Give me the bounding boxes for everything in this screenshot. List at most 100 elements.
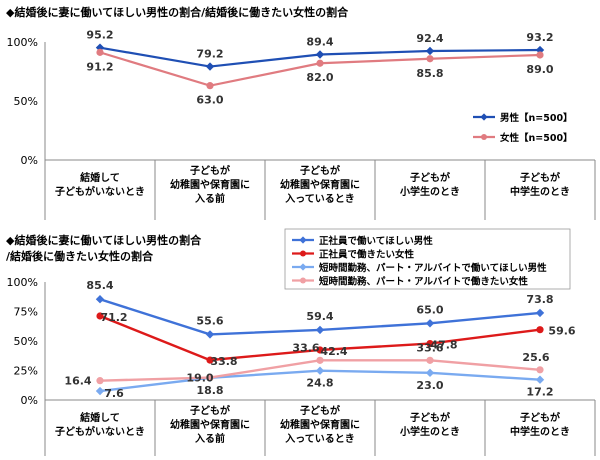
chart-1-point [205,62,215,71]
chart-2-data-label: 65.0 [416,303,443,316]
chart-2-category-label: 小学生のとき [399,425,460,438]
chart-2-point [425,319,435,328]
chart-2-point [536,366,544,374]
chart-2-data-label: 33.6 [416,341,443,354]
chart-2-point [315,366,325,375]
chart-2-category-label: 入っているとき [285,433,355,445]
chart-2-data-label: 33.6 [292,341,319,354]
chart-2-data-label: 42.4 [320,345,347,358]
chart-2-point [96,312,104,320]
chart-1-category-label: 子どもが [520,171,561,184]
chart-2-legend-entry: 正社員で働きたい女性 [319,249,415,261]
chart-2-point [426,339,434,348]
chart-1-legend-marker [480,113,488,121]
chart-1-point [536,51,544,59]
chart-1-category-label: 子どもが [300,164,341,177]
chart-2-point [205,330,215,339]
chart-2-point [206,356,214,364]
chart-1-point [316,59,324,67]
chart-2-data-label: 71.2 [100,311,127,324]
chart-1-data-label: 79.2 [196,48,223,61]
chart-2-category-label: 子どもがいないとき [55,425,145,438]
chart-1-category-label: 小学生のとき [399,185,460,198]
chart-1-data-label: 82.0 [306,71,333,84]
chart-1-data-label: 92.4 [416,32,443,45]
chart-2-point [425,368,435,378]
chart-2-y-tick: 50% [14,335,38,348]
chart-1-category-label: 結婚して [80,171,120,184]
chart-2-data-label: 17.2 [526,386,553,399]
chart-2-legend-marker [300,277,306,284]
chart-2-y-tick: 0% [21,394,38,407]
chart-2-data-label: 19.0 [186,372,213,385]
chart-1-point [425,46,435,56]
chart-2-point [536,326,544,334]
chart-2-data-label: 55.6 [196,314,223,327]
chart-2-y-tick: 25% [14,365,38,378]
chart-1-point [426,55,434,63]
chart-2-legend-entry: 短時間勤務、パート・アルバイトで働いてほしい男性 [319,262,547,274]
chart-2-point [316,346,324,354]
chart-1-y-tick: 100% [7,36,38,49]
chart-1-data-label: 89.0 [526,63,553,76]
chart-1-legend-marker [481,134,487,140]
chart-1-data-label: 93.2 [526,31,553,44]
chart-2-title: ◆結婚後に妻に働いてほしい男性の割合 [6,233,202,247]
chart-2-legend-entry: 短時間勤務、パート・アルバイトで働きたい女性 [319,276,528,288]
chart-1-category-label: 幼稚園や保育園に [280,178,360,191]
chart-1-category-label: 子どもが [190,164,231,177]
chart-1-category-label: 幼稚園や保育園に [170,178,250,191]
chart-1-category-label: 中学生のとき [510,185,570,198]
chart-1-category-label: 入っているとき [285,193,355,205]
chart-1-data-label: 63.0 [196,94,223,107]
chart-1-data-label: 85.8 [416,67,443,80]
chart-2-data-label: 7.6 [104,387,124,400]
chart-2-y-tick: 75% [14,306,38,319]
chart-2-category-label: 子どもが [190,404,231,417]
chart-2-category-label: 幼稚園や保育園に [170,418,250,431]
chart-2-legend-marker [299,263,307,271]
chart-1-legend-entry: 男性【n=500】 [500,112,573,124]
chart-2-point [535,308,545,318]
chart-2-category-label: 子どもが [520,411,561,424]
chart-2-legend-marker [300,250,306,257]
chart-2-point [95,295,105,304]
chart-2-legend-box [284,228,571,290]
chart-2-data-label: 59.4 [306,310,333,323]
chart-1-y-tick: 0% [21,154,38,167]
chart-2-data-label: 73.8 [526,293,553,306]
chart-2-data-label: 33.8 [210,355,237,368]
chart-1-point [315,50,325,59]
chart-2-point [315,325,325,335]
chart-2-title: /結婚後に働きたい女性の割合 [6,249,154,263]
chart-2-category-label: 子どもが [410,411,451,424]
chart-1-category-label: 子どもが [410,171,451,184]
chart-1-data-label: 95.2 [86,29,113,42]
chart-1-title: ◆結婚後に妻に働いてほしい男性の割合/結婚後に働きたい女性の割合 [6,5,349,19]
chart-1-data-label: 89.4 [306,36,333,49]
chart-2-category-label: 幼稚園や保育園に [280,418,360,431]
chart-2-point [535,375,545,384]
chart-1-category-label: 子どもがいないとき [55,185,145,198]
chart-1-legend-entry: 女性【n=500】 [500,132,573,144]
chart-2-point [426,356,434,364]
chart-2-y-tick: 100% [7,276,38,289]
chart-2-data-label: 85.4 [86,279,113,292]
chart-2-data-label: 18.8 [196,384,223,397]
chart-2-point [316,356,324,364]
chart-2-legend-entry: 正社員で働いてほしい男性 [319,235,433,247]
chart-1-point [206,82,214,90]
chart-2-legend-marker [299,236,307,244]
chart-2-data-label: 24.8 [306,377,333,390]
chart-2-point [95,386,105,396]
chart-1-y-tick: 50% [14,95,38,108]
chart-2-point [206,373,214,382]
chart-1-category-label: 入る前 [195,192,225,205]
chart-2-data-label: 25.6 [522,351,549,364]
chart-2-data-label: 16.4 [64,375,91,388]
chart-2-category-label: 中学生のとき [510,425,570,438]
chart-2-data-label: 47.8 [430,339,457,352]
chart-2-category-label: 子どもが [300,404,341,417]
